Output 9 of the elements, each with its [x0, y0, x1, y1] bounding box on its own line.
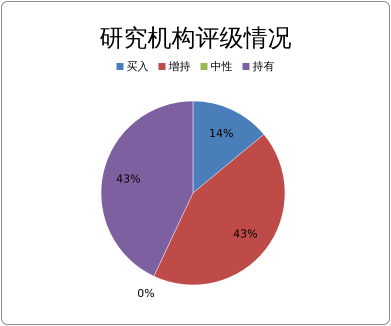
text: 0% [137, 286, 155, 300]
chart-title: 研究机构评级情况 [100, 25, 292, 52]
data-label: 43% [233, 228, 258, 241]
data-label: 14% [208, 127, 234, 140]
legend-label: 买入 [126, 60, 148, 73]
legend-label: 中性 [210, 60, 232, 73]
legend-label: 增持 [168, 60, 190, 73]
legend-label: 持有 [252, 60, 274, 73]
data-label: 43% [116, 172, 141, 186]
